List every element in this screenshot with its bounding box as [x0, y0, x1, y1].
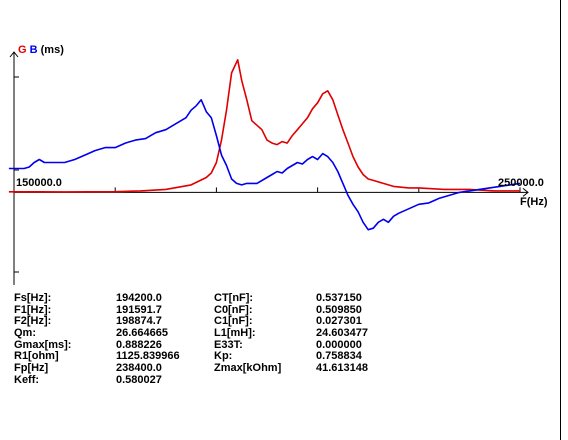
param-value: 24.603477: [316, 327, 368, 340]
param-value: 26.664665: [116, 327, 168, 340]
param-value: 238400.0: [116, 362, 162, 375]
impedance-plot: [8, 51, 529, 285]
param-value: 0.000000: [316, 338, 362, 351]
param-value: 0.888226: [116, 338, 162, 351]
param-labels-1: Fs[Hz]: F1[Hz]: F2[Hz]: Qm: Gmax[ms]: R1[ohm]…: [14, 292, 72, 387]
x-tick-label-min: 150000.0: [16, 177, 62, 189]
param-values-2: 0.537150 0.509850 0.027301 24.603477 0.00000…: [316, 292, 368, 375]
param-label: Fs[Hz]:: [14, 292, 52, 304]
param-value: 0.027301: [316, 315, 362, 328]
param-value: 0.580027: [116, 373, 162, 386]
param-value: 198874.7: [116, 315, 162, 328]
param-value: 194200.0: [116, 292, 162, 304]
param-value: 0.509850: [316, 303, 362, 316]
param-label: F1[Hz]:: [14, 303, 52, 316]
param-labels-2: CT[nF]: C0[nF]: C1[nF]: L1[mH]: E33T: Kp: Zmax…: [214, 292, 282, 375]
param-label: Gmax[ms]:: [14, 338, 72, 351]
param-label: Kp:: [214, 350, 233, 363]
param-label: C0[nF]:: [214, 303, 253, 316]
param-values-1: 194200.0 191591.7 198874.7 26.664665 0.88822…: [116, 292, 180, 387]
window-edge: [560, 0, 568, 440]
param-label: E33T:: [214, 338, 243, 351]
param-label: C1[nF]:: [214, 315, 253, 328]
legend-g: G: [18, 44, 27, 56]
param-label: R1[ohm]: [14, 350, 59, 363]
legend-b: B: [29, 44, 38, 56]
param-label: CT[nF]:: [214, 292, 254, 304]
param-label: Qm:: [14, 327, 36, 340]
plot-axes: [9, 51, 529, 285]
param-value: 191591.7: [116, 303, 162, 316]
param-value: 0.537150: [316, 292, 362, 304]
y-axis-arrow: [9, 51, 19, 58]
param-value: 41.613148: [316, 362, 368, 375]
series-b-line: [8, 99, 521, 231]
param-label: Keff:: [14, 373, 40, 386]
param-label: L1[mH]:: [214, 327, 256, 340]
x-axis-label: F(Hz): [520, 196, 548, 208]
x-axis-arrow: [522, 188, 529, 197]
series-g-line: [8, 59, 520, 193]
param-label: F2[Hz]:: [14, 315, 52, 328]
x-tick-label-max: 250000.0: [498, 177, 544, 189]
legend-unit: (ms): [40, 44, 64, 56]
chart-legend: G B (ms): [18, 44, 64, 56]
series-layer: [8, 59, 521, 231]
param-value: 1125.839966: [116, 350, 180, 363]
param-label: Fp[Hz]: [14, 362, 49, 375]
param-label: Zmax[kOhm]: [214, 362, 282, 375]
param-value: 0.758834: [316, 350, 362, 363]
